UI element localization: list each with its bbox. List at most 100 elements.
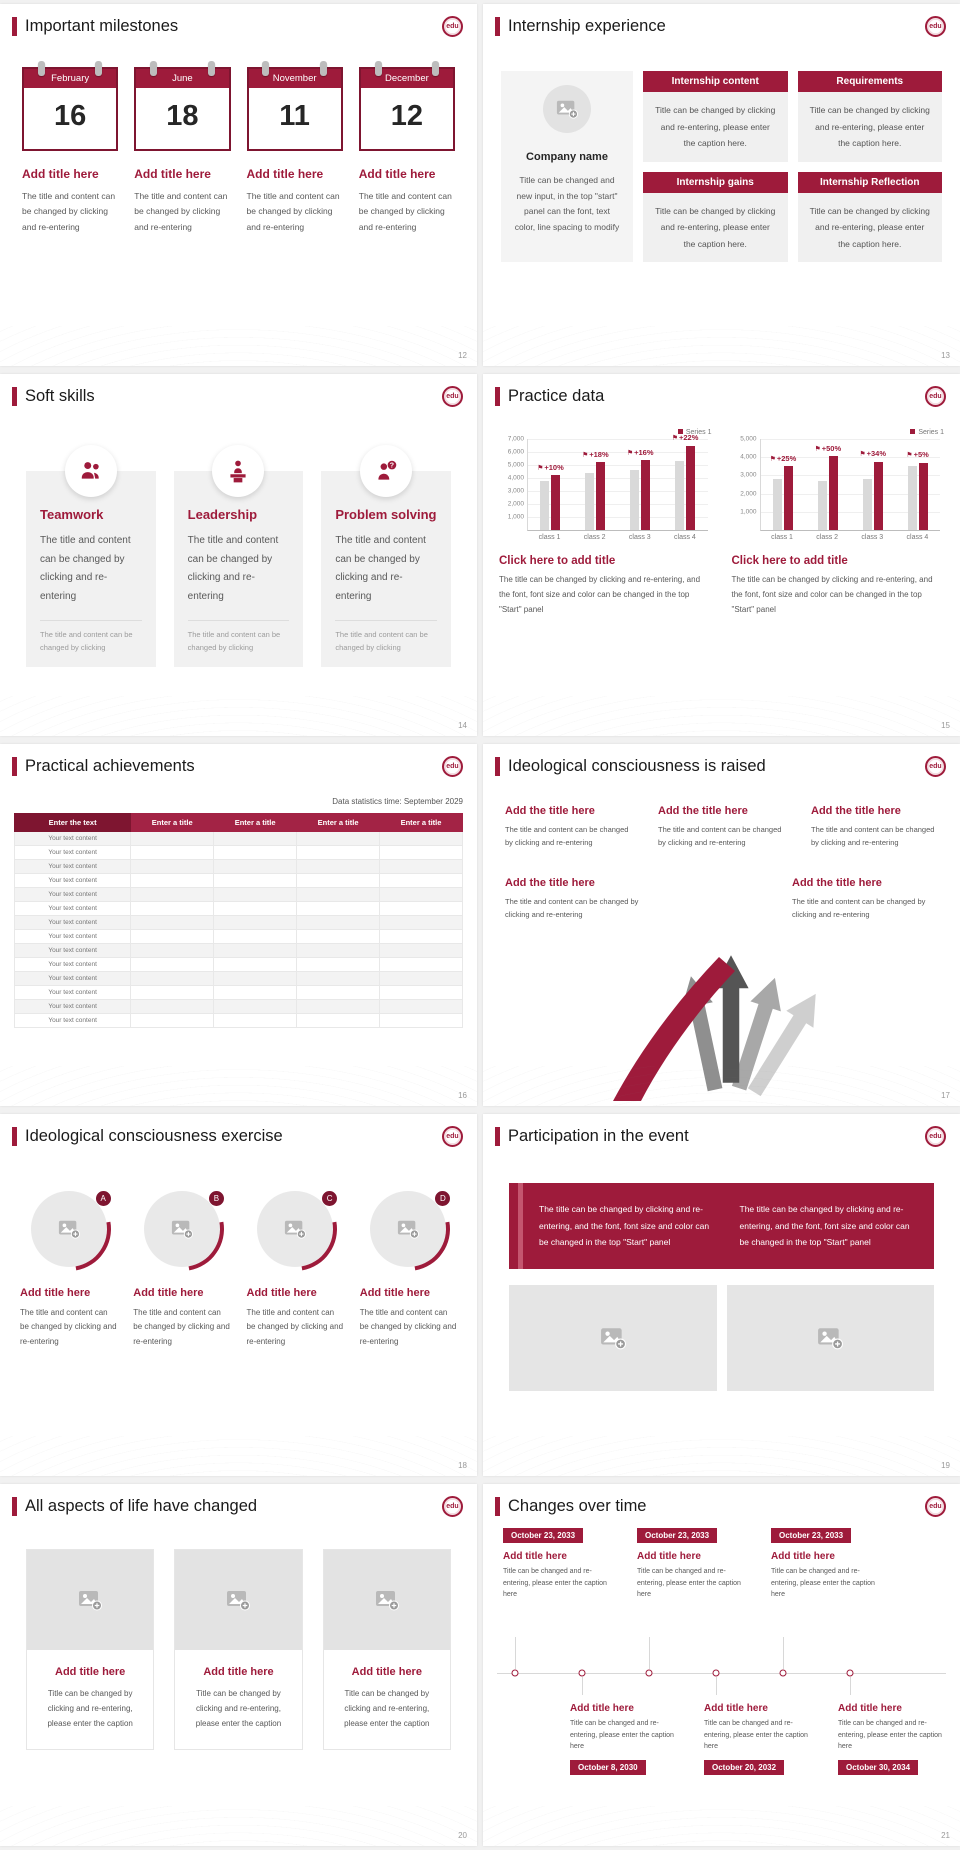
calendar-graphic: February 16 — [22, 61, 119, 151]
chart-caption-body: The title can be changed by clicking and… — [731, 575, 933, 614]
bar-base — [907, 466, 917, 530]
bar-group: ⚑+34% — [850, 439, 895, 530]
skill-body: The title and content can be changed by … — [335, 535, 426, 602]
title-accent-bar — [12, 1497, 17, 1516]
title-accent-bar — [495, 17, 500, 36]
letter-badge: B — [208, 1191, 224, 1206]
page-number: 15 — [941, 721, 950, 730]
flag-icon: ⚑ — [814, 445, 821, 453]
card-title: Add title here — [246, 167, 324, 181]
skill-title: Leadership — [187, 507, 258, 522]
chart-caption-title[interactable]: Click here to add title — [499, 555, 616, 567]
edu-logo-icon: edu — [442, 1496, 463, 1517]
block-title: Add the title here — [505, 805, 595, 817]
date-badge: October 23, 2033 — [771, 1528, 852, 1543]
table-header-row: Enter the text Enter a title Enter a title… — [14, 813, 463, 832]
flag-icon: ⚑ — [581, 451, 589, 459]
gridline — [760, 457, 940, 459]
table-cell — [131, 902, 215, 916]
block-body: Title can be changed by clicking and re-… — [797, 192, 942, 263]
table-cell — [380, 916, 463, 930]
timeline-item: October 23, 2033 Add title here Title ca… — [503, 1525, 609, 1601]
page-number: 17 — [941, 1091, 950, 1100]
table-cell — [380, 958, 463, 972]
exercise-item: D Add title here The title and content c… — [360, 1191, 457, 1349]
block-body: The title and content can be changed by … — [658, 825, 782, 848]
slide-ideological-consciousness-exercise[interactable]: Ideological consciousness exercise edu A… — [0, 1114, 477, 1476]
slide-changes-over-time[interactable]: Changes over time edu October 23, 2033 A… — [483, 1484, 960, 1846]
timeline-node — [511, 1669, 519, 1677]
slide-title: Important milestones — [25, 17, 179, 35]
table-cell — [214, 846, 298, 860]
bar-data-label: ⚑+16% — [626, 447, 654, 457]
gridline — [528, 465, 708, 466]
block-title: Add the title here — [658, 805, 748, 817]
image-placeholder-icon — [226, 1588, 250, 1612]
table-cell — [131, 1000, 215, 1014]
y-axis-label: 5,000 — [507, 461, 524, 469]
flag-icon: ⚑ — [537, 464, 544, 472]
card-body: The title and content can be changed by … — [22, 191, 116, 232]
table-cell — [214, 888, 298, 902]
bar-group: ⚑+50% — [805, 439, 850, 530]
table-cell — [380, 1014, 463, 1028]
rising-arrows-graphic — [612, 955, 829, 1101]
bar-series-1 — [641, 460, 651, 530]
gridline — [760, 475, 940, 477]
slide-practice-data[interactable]: Practice data edu Series 1 7,000 6,000 5,0… — [483, 374, 960, 736]
slide-header: Ideological consciousness is raised edu — [483, 744, 960, 777]
slide-internship-experience[interactable]: Internship experience edu Company name T… — [483, 4, 960, 366]
item-title: Add title here — [20, 1287, 91, 1299]
item-title: Add title here — [503, 1551, 567, 1562]
card-title: Add title here — [203, 1666, 274, 1678]
category-label: class 4 — [674, 534, 696, 541]
slide-ideological-consciousness-raised[interactable]: Ideological consciousness is raised edu … — [483, 744, 960, 1106]
calendar-clip-icon — [207, 61, 215, 76]
timeline-node — [645, 1669, 653, 1677]
skill-body: The title and content can be changed by … — [40, 535, 131, 602]
slide-title: Participation in the event — [508, 1127, 689, 1145]
slide-soft-skills[interactable]: Soft skills edu Teamwork The title and c… — [0, 374, 477, 736]
table-cell: Your text content — [14, 1000, 132, 1014]
skill-column-teamwork: Teamwork The title and content can be ch… — [26, 445, 156, 667]
slide-important-milestones[interactable]: Important milestones edu February 16 Add… — [0, 4, 477, 366]
date-badge: October 20, 2032 — [704, 1759, 785, 1775]
table-cell — [297, 986, 381, 1000]
slide-title: Ideological consciousness is raised — [508, 757, 766, 775]
item-title: Add title here — [570, 1703, 634, 1714]
date-badge: October 23, 2033 — [637, 1528, 718, 1543]
calendar-clip-icon — [432, 61, 440, 76]
chart-caption-title[interactable]: Click here to add title — [731, 555, 848, 567]
table-cell — [297, 888, 381, 902]
table-cell — [131, 874, 215, 888]
chart-legend: Series 1 — [732, 429, 944, 436]
slide-all-aspects-of-life-changed[interactable]: All aspects of life have changed edu Add… — [0, 1484, 477, 1846]
page-number: 12 — [458, 351, 467, 360]
table-cell: Your text content — [14, 1014, 132, 1028]
card-title: Add title here — [55, 1666, 126, 1678]
table-cell — [297, 930, 381, 944]
table-cell — [297, 846, 381, 860]
slide-practical-achievements[interactable]: Practical achievements edu Data statisti… — [0, 744, 477, 1106]
internship-blocks: Internship content Title can be changed … — [643, 71, 942, 263]
item-body: Title can be changed and re-entering, pl… — [704, 1720, 808, 1751]
item-title: Add title here — [704, 1703, 768, 1714]
calendar-month: December — [360, 69, 453, 88]
bar-base — [675, 461, 685, 530]
skill-footer: The title and content can be changed by … — [40, 620, 142, 655]
card-title: Add title here — [358, 167, 436, 181]
image-placeholder: C — [257, 1191, 338, 1267]
timeline-item: October 23, 2033 Add title here Title ca… — [637, 1525, 743, 1601]
timeline-connector — [582, 1677, 583, 1695]
calendar-clip-icon — [95, 61, 103, 76]
slide-participation-in-the-event[interactable]: Participation in the event edu The title… — [483, 1114, 960, 1476]
title-accent-bar — [495, 757, 500, 776]
image-placeholder — [175, 1550, 302, 1650]
block-body: The title and content can be changed by … — [505, 897, 639, 920]
legend-label: Series 1 — [685, 429, 712, 436]
table-cell — [380, 902, 463, 916]
chart-category-axis: class 1 class 2 class 3 class 4 — [527, 531, 708, 541]
slide-header: Internship experience edu — [483, 4, 960, 37]
table-cell — [131, 944, 215, 958]
bar-group: ⚑+22% — [663, 433, 708, 530]
